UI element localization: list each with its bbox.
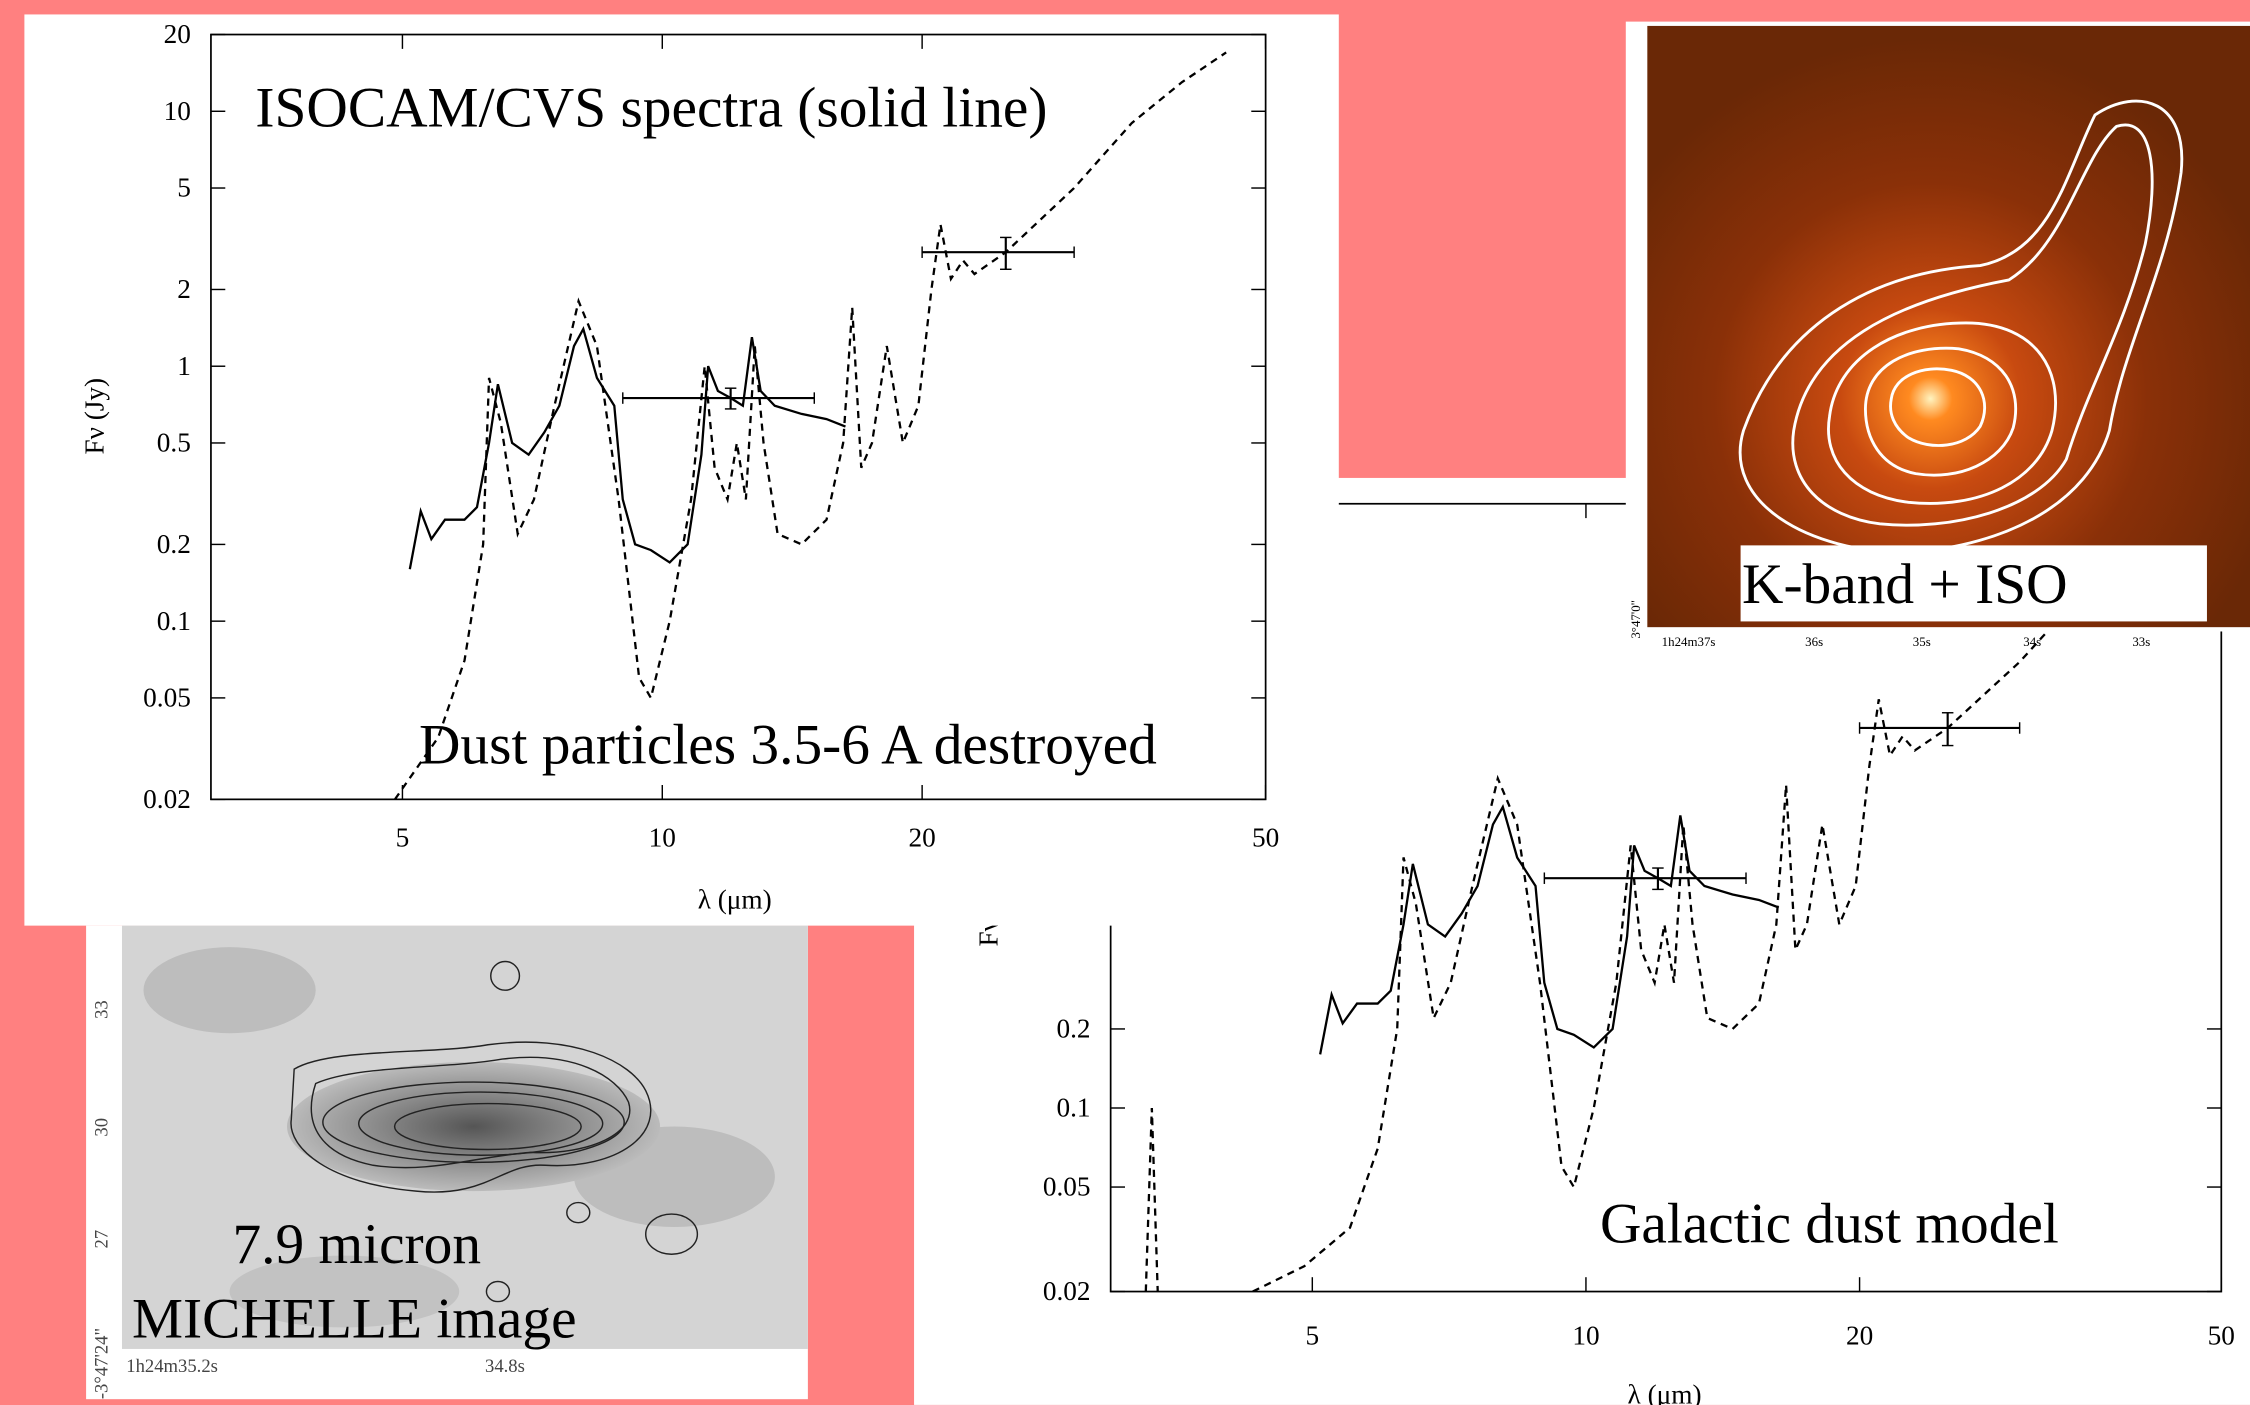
y-tick-label: 0.02 bbox=[1043, 1276, 1091, 1306]
y-tick-label: 10 bbox=[164, 96, 191, 126]
x-axis-label: λ (μm) bbox=[1628, 1379, 1702, 1405]
x-tick-label: 10 bbox=[649, 823, 676, 853]
tick-label: 34s bbox=[2023, 634, 2041, 649]
michelle-label: 7.9 micron bbox=[232, 1213, 481, 1276]
tick-label: 33 bbox=[92, 1000, 113, 1019]
annotation: Dust particles 3.5-6 A destroyed bbox=[419, 713, 1157, 776]
tick-label: 45" bbox=[1628, 276, 1643, 294]
y-tick-label: 0.2 bbox=[1056, 1014, 1090, 1044]
kband-label: K-band + ISO bbox=[1742, 553, 2068, 616]
tick-label: 34.8s bbox=[485, 1356, 525, 1377]
x-tick-label: 5 bbox=[1305, 1321, 1319, 1351]
y-axis-label: Fν (Jy) bbox=[79, 378, 109, 455]
annotation: ISOCAM/CVS spectra (solid line) bbox=[255, 76, 1047, 139]
y-tick-label: 0.2 bbox=[157, 529, 191, 559]
tick-label: 48'0" bbox=[1628, 152, 1643, 179]
y-tick-label: 0.5 bbox=[157, 428, 191, 458]
x-tick-label: 50 bbox=[1252, 823, 1279, 853]
x-axis-label: λ (μm) bbox=[698, 884, 772, 914]
tick-label: 1h24m37s bbox=[1662, 634, 1716, 649]
y-tick-label: 0.1 bbox=[157, 606, 191, 636]
annotation: Galactic dust model bbox=[1600, 1193, 2059, 1256]
tick-label: 30 bbox=[92, 1118, 113, 1137]
kband-image bbox=[1647, 26, 2250, 627]
michelle-panel: 7.9 micron MICHELLE image 33 30 27 -3°47… bbox=[86, 926, 808, 1400]
kband-panel: K-band + ISO 15" 48'0" 45" 30" 15" 3°47'… bbox=[1626, 22, 2250, 649]
y-tick-label: 20 bbox=[164, 19, 191, 49]
tick-label: -3°47'24" bbox=[92, 1328, 113, 1399]
y-tick-label: 0.1 bbox=[1056, 1093, 1090, 1123]
slide: 51020500.020.050.10.2λ (μm)FνGalactic du… bbox=[0, 0, 2250, 1405]
x-tick-label: 10 bbox=[1572, 1321, 1599, 1351]
panel-bg bbox=[24, 14, 1338, 925]
tick-label: 30" bbox=[1628, 391, 1643, 409]
x-tick-label: 5 bbox=[396, 823, 410, 853]
chart-1-layer: 5 10 20 50 0.02 0.05 0.1 0.2 0.5 1 2 5 10 20 λ (μm) Fν … bbox=[24, 14, 1338, 925]
tick-label: 15" bbox=[1628, 506, 1643, 524]
michelle-label: MICHELLE image bbox=[132, 1287, 577, 1350]
tick-label: 15" bbox=[1628, 39, 1643, 57]
y-tick-label: 2 bbox=[177, 274, 191, 304]
tick-label: 27 bbox=[92, 1230, 113, 1249]
tick-label: 33s bbox=[2132, 634, 2150, 649]
page: {"chart_data":[ {"type":"line","log_x":t… bbox=[0, 0, 2250, 1405]
y-tick-label: 0.02 bbox=[143, 784, 191, 814]
tick-label: 35s bbox=[1913, 634, 1931, 649]
y-tick-label: 1 bbox=[177, 351, 191, 381]
y-tick-label: 5 bbox=[177, 173, 191, 203]
tick-label: 36s bbox=[1805, 634, 1823, 649]
x-tick-label: 20 bbox=[1846, 1321, 1873, 1351]
tick-label: 1h24m35.2s bbox=[126, 1356, 218, 1377]
y-tick-label: 0.05 bbox=[143, 683, 191, 713]
y-tick-label: 0.05 bbox=[1043, 1172, 1091, 1202]
x-tick-label: 20 bbox=[909, 823, 936, 853]
tick-label: 3°47'0" bbox=[1628, 600, 1643, 639]
x-tick-label: 50 bbox=[2208, 1321, 2235, 1351]
